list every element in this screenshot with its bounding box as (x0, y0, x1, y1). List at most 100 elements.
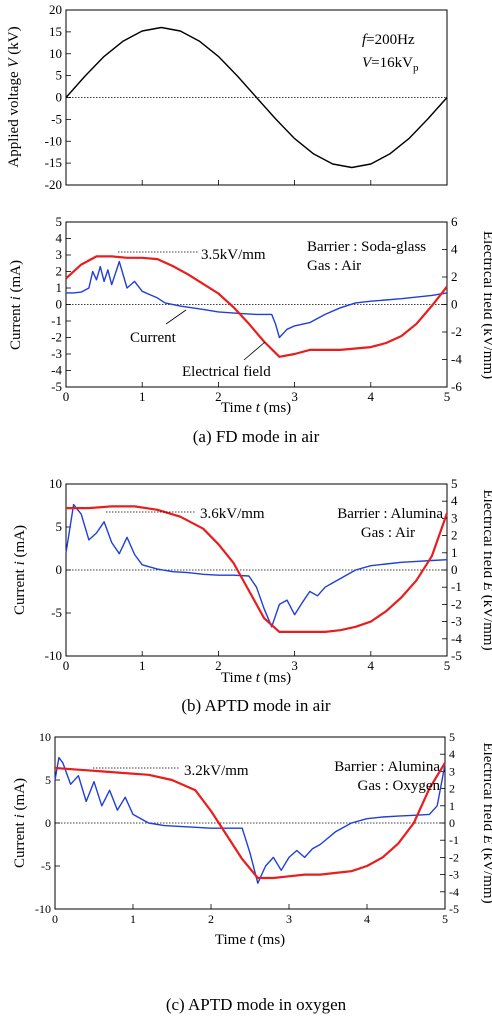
y-axis-label: Current i (mA) (8, 260, 24, 350)
x-tick-label: 2 (215, 389, 222, 404)
y-tick-label: 10 (49, 476, 62, 491)
y-tick-label: -1 (51, 313, 62, 328)
series-layer (65, 503, 449, 633)
y2-tick-label: -5 (451, 648, 462, 663)
annotation-gas: Gas : Oxygen (358, 778, 441, 794)
x-tick-label: 1 (139, 658, 146, 673)
x-tick-label: 5 (442, 912, 448, 926)
y2-tick-label: 3 (451, 510, 458, 525)
y-axis-label: Current i (mA) (12, 778, 28, 868)
y-tick-label: -20 (45, 177, 62, 192)
caption: (b) APTD mode in air (181, 696, 331, 715)
x-axis-label: Time t (ms) (215, 932, 285, 948)
y2-tick-label: 2 (451, 269, 458, 284)
y-tick-label: -10 (35, 902, 51, 916)
current-leader-line (165, 309, 187, 325)
y-tick-label: -5 (51, 605, 62, 620)
x-axis-label: Time t (ms) (221, 670, 291, 686)
annotation-electrical-field: Electrical field (182, 364, 271, 380)
x-tick-label: 4 (368, 389, 375, 404)
x-tick-label: 0 (63, 658, 70, 673)
series-line-left (66, 260, 448, 339)
x-axis-label: Time t (ms) (221, 400, 291, 416)
y2-tick-label: 5 (451, 476, 458, 491)
y-tick-label: 15 (49, 24, 62, 39)
caption: (c) APTD mode in oxygen (166, 995, 347, 1014)
series-line-right (54, 762, 446, 880)
axis-ticks: -20 -15 -10 -5 0 5 10 15 20 (45, 2, 448, 192)
y2-tick-label: -4 (449, 885, 459, 899)
y-tick-label: 5 (56, 519, 63, 534)
y2-axis-label: Electrical field (kV/mm) (480, 231, 492, 379)
series-line-left (65, 503, 448, 628)
series-line-left (54, 756, 446, 884)
y-tick-label: 5 (56, 68, 63, 83)
y-tick-label: -2 (51, 330, 62, 345)
y-tick-label: -5 (51, 111, 62, 126)
y2-tick-label: 2 (451, 528, 458, 543)
y-tick-label: 1 (56, 280, 63, 295)
annotation-current: Current (130, 330, 177, 346)
y2-tick-label: 1 (451, 545, 458, 560)
y2-tick-label: -3 (451, 614, 462, 629)
annotation-barrier: Barrier : Soda-glass (307, 239, 426, 255)
series-layer (65, 26, 448, 169)
y2-tick-label: 3 (449, 764, 455, 778)
x-tick-label: 5 (444, 389, 451, 404)
annotation-gas: Gas : Air (307, 258, 361, 274)
annotation-barrier: Barrier : Alumina (337, 506, 443, 522)
y-tick-label: 0 (56, 297, 63, 312)
y2-tick-label: 1 (449, 799, 455, 813)
x-tick-label: 2 (208, 912, 214, 926)
y2-tick-label: -2 (449, 850, 459, 864)
y-tick-label: 10 (39, 730, 51, 744)
y-tick-label: -5 (51, 379, 62, 394)
y2-tick-label: -1 (449, 833, 459, 847)
x-tick-label: 3 (291, 658, 298, 673)
x-tick-label: 3 (291, 389, 298, 404)
annotation-field-level: 3.2kV/mm (184, 763, 249, 779)
annotation-field-level: 3.5kV/mm (201, 247, 266, 263)
y2-tick-label: -3 (449, 868, 459, 882)
annotation-barrier: Barrier : Alumina (334, 759, 440, 775)
x-tick-label: 0 (52, 912, 58, 926)
y2-tick-label: -4 (451, 631, 462, 646)
y-tick-label: 0 (56, 90, 63, 105)
y-tick-label: -4 (51, 363, 62, 378)
y2-tick-label: 4 (451, 493, 458, 508)
caption: (a) FD mode in air (193, 427, 320, 446)
y2-tick-label: 4 (449, 747, 455, 761)
x-tick-label: 4 (368, 658, 375, 673)
series-line-right (66, 505, 449, 633)
x-tick-label: 4 (364, 912, 370, 926)
y-tick-label: 20 (49, 2, 62, 17)
y-tick-label: 0 (56, 562, 63, 577)
y2-axis-label: Electrical field E (kV/mm) (480, 489, 492, 650)
y-tick-label: 2 (56, 264, 63, 279)
y-tick-label: 5 (56, 214, 63, 229)
y-tick-label: -15 (45, 155, 62, 170)
x-tick-label: 2 (215, 658, 222, 673)
y2-tick-label: -5 (449, 902, 459, 916)
y2-tick-label: 6 (451, 214, 458, 229)
y2-tick-label: -6 (451, 379, 462, 394)
x-tick-label: 5 (444, 658, 451, 673)
y2-tick-label: -4 (451, 352, 462, 367)
annotation-field-level: 3.6kV/mm (200, 506, 265, 522)
x-tick-label: 1 (139, 389, 146, 404)
x-tick-label: 1 (130, 912, 136, 926)
annotation-frequency: f=200Hz (362, 32, 415, 48)
y-axis-label: Current i (mA) (12, 525, 28, 615)
y-axis-label: Applied voltage V (kV) (6, 26, 22, 167)
y2-tick-label: 0 (451, 297, 458, 312)
x-tick-label: 0 (63, 389, 70, 404)
y2-tick-label: -2 (451, 596, 462, 611)
series-layer (65, 255, 448, 358)
y-tick-label: 0 (45, 816, 51, 830)
